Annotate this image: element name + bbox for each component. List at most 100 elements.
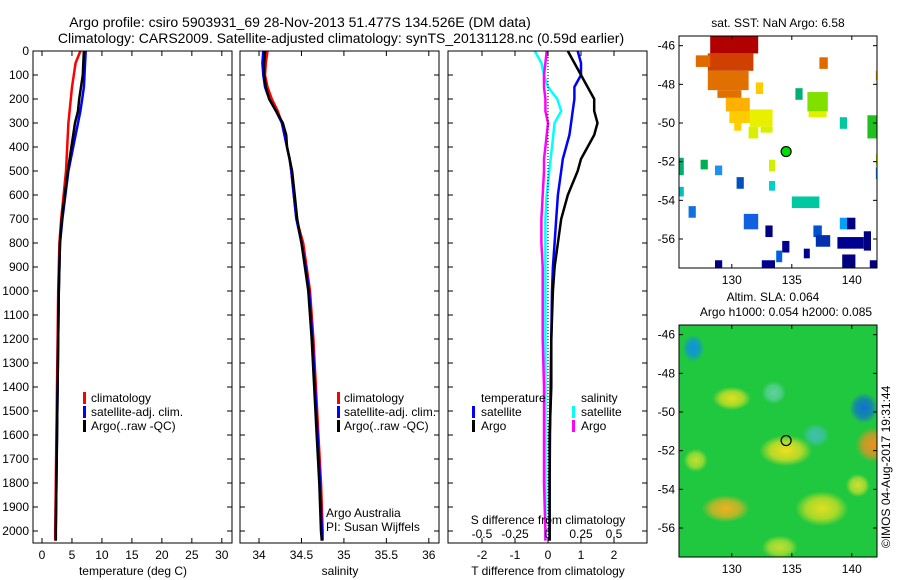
sst-cell xyxy=(707,70,749,91)
y-tick-label: 1300 xyxy=(2,356,29,370)
x-tick-label: 5 xyxy=(69,548,76,562)
map-frame xyxy=(678,35,878,269)
lon-tick-label: 140 xyxy=(842,562,862,576)
y-tick-label: 1100 xyxy=(3,308,29,322)
lat-tick-label: -54 xyxy=(658,482,676,496)
annotation-line2: PI: Susan Wijffels xyxy=(326,520,420,534)
legend-swatch-s-argo xyxy=(572,420,575,432)
x-tick-label: 0 xyxy=(545,548,552,562)
legend-satellite-adj: satellite-adj. clim. xyxy=(91,405,183,419)
sst-cell xyxy=(717,90,742,98)
lat-tick-label: -50 xyxy=(658,116,676,130)
x-tick-label: -2 xyxy=(477,548,488,562)
y-tick-label: 300 xyxy=(9,116,29,130)
argo-float-marker xyxy=(780,145,792,158)
legend-swatch-s-satellite xyxy=(572,406,575,418)
y-tick-label: 1500 xyxy=(2,404,29,418)
x-tick-label: 34 xyxy=(252,548,266,562)
x-tick-label: 2 xyxy=(611,548,618,562)
legend-temperature-title: temperature xyxy=(481,391,546,405)
sst-cell xyxy=(875,153,877,166)
legend-swatch-climatology xyxy=(83,392,86,404)
sst-cell xyxy=(819,57,828,69)
legend-argo-raw: Argo(..raw -QC) xyxy=(91,419,176,433)
sst-cell xyxy=(769,181,775,191)
sla-anomaly-blob xyxy=(761,381,786,405)
sst-cell xyxy=(867,115,877,139)
s-diff-xlabel: S difference from climatology xyxy=(471,513,626,527)
y-tick-label: 100 xyxy=(9,68,29,82)
y-tick-label: 700 xyxy=(9,212,29,226)
lat-tick-label: -46 xyxy=(658,328,676,342)
series-line-argo-raw-qc- xyxy=(54,50,86,541)
sst-cell xyxy=(688,206,696,218)
sst-cell xyxy=(707,53,754,71)
y-tick-label: 1900 xyxy=(2,500,29,514)
legend-climatology: climatology xyxy=(91,391,151,405)
legend-salinity-title: salinity xyxy=(581,391,618,405)
x-tick-label: 34.5 xyxy=(290,548,314,562)
temperature-legend: climatology satellite-adj. clim. Argo(..… xyxy=(83,391,183,433)
y-tick-label: 0 xyxy=(22,44,29,58)
sst-cell xyxy=(782,240,790,253)
sla-map-panel: 130 135 140 -46 -48 -50 -52 -54 -56 xyxy=(658,324,878,576)
lat-tick-label: -50 xyxy=(658,405,676,419)
legend-s-argo: Argo xyxy=(581,419,607,433)
y-tick-label: 500 xyxy=(9,164,29,178)
x-tick-label: 0 xyxy=(39,548,46,562)
legend-s-satellite: satellite xyxy=(581,405,622,419)
sla-anomaly-blob xyxy=(795,491,849,527)
lon-tick-label: 140 xyxy=(842,273,862,287)
sst-cell xyxy=(710,36,759,54)
plot-frame xyxy=(32,50,233,544)
t-diff-xlabel: T difference from climatology xyxy=(471,564,625,578)
s-tick-label: 0.5 xyxy=(606,527,623,541)
sst-cell xyxy=(795,88,803,100)
map-content xyxy=(679,36,877,268)
sla-anomaly-blob xyxy=(802,423,829,447)
series-line-argo-raw-qc- xyxy=(262,50,324,541)
sst-cell xyxy=(815,235,831,247)
sla-anomaly-blob xyxy=(682,334,705,362)
sst-cell xyxy=(725,97,750,112)
legend-swatch-t-argo xyxy=(472,420,475,432)
sst-cell xyxy=(863,231,871,251)
legend-satellite-adj: satellite-adj. clim. xyxy=(344,405,436,419)
legend-argo-raw: Argo(..raw -QC) xyxy=(344,419,429,433)
sla-anomaly-blob xyxy=(855,427,877,463)
title-line1: Argo profile: csiro 5903931_69 28-Nov-20… xyxy=(69,14,531,30)
temperature-xlabel: temperature (deg C) xyxy=(79,564,187,578)
legend-swatch-argo xyxy=(337,420,340,432)
y-tick-label: 1600 xyxy=(2,428,29,442)
sst-cell xyxy=(839,117,847,129)
map-frame xyxy=(678,324,878,558)
s-tick-label: 0.25 xyxy=(569,527,593,541)
temperature-panel: 0 5 10 15 20 25 300100200300400500600700800900… xyxy=(2,44,233,562)
y-tick-label: 800 xyxy=(9,236,29,250)
lon-tick-label: 135 xyxy=(782,273,802,287)
map-content xyxy=(679,325,877,557)
sst-cell xyxy=(679,157,684,176)
lat-tick-label: -48 xyxy=(658,366,676,380)
sla-anomaly-blob xyxy=(712,386,751,411)
legend-swatch-t-satellite xyxy=(472,406,475,418)
sst-cell xyxy=(743,213,759,230)
series-line-climatology xyxy=(263,50,324,541)
difference-legend: temperature satellite Argo salinity sate… xyxy=(472,391,622,433)
lon-tick-label: 135 xyxy=(782,562,802,576)
lon-tick-label: 130 xyxy=(722,562,742,576)
sst-cell xyxy=(729,111,756,123)
sst-cell xyxy=(734,123,742,131)
salinity-panel: 34 34.5 35 35.5 36 xyxy=(239,50,440,562)
plot-frame xyxy=(239,50,440,544)
lat-tick-label: -52 xyxy=(658,155,676,169)
y-tick-label: 400 xyxy=(9,140,29,154)
series-line-argo xyxy=(548,50,599,541)
sst-cell xyxy=(755,82,763,94)
sla-anomaly-blob xyxy=(849,392,877,424)
sla-map-title-line2: Argo h1000: 0.054 h2000: 0.085 xyxy=(700,305,872,319)
sst-cell xyxy=(736,177,744,189)
y-tick-label: 600 xyxy=(9,188,29,202)
s-tick-label: -0.5 xyxy=(472,527,493,541)
